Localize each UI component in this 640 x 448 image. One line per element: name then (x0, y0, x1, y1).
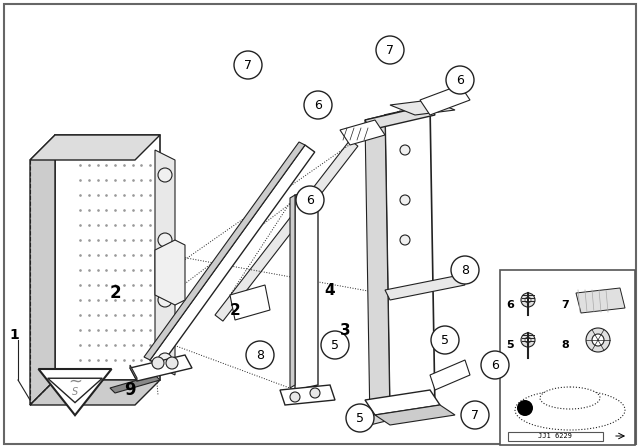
Text: 8: 8 (561, 340, 569, 350)
Text: 6: 6 (456, 73, 464, 86)
Polygon shape (385, 275, 465, 300)
Polygon shape (576, 288, 625, 313)
Circle shape (517, 400, 533, 416)
Polygon shape (295, 190, 318, 390)
Circle shape (166, 357, 178, 369)
Polygon shape (110, 375, 160, 393)
Circle shape (346, 404, 374, 432)
Text: 6: 6 (314, 99, 322, 112)
Circle shape (431, 326, 459, 354)
Circle shape (152, 357, 164, 369)
Polygon shape (38, 369, 111, 415)
Polygon shape (385, 105, 435, 420)
Ellipse shape (515, 390, 625, 430)
Text: 8: 8 (461, 263, 469, 276)
Circle shape (461, 401, 489, 429)
Text: 6: 6 (306, 194, 314, 207)
Circle shape (234, 51, 262, 79)
Polygon shape (340, 120, 385, 145)
Text: 2: 2 (230, 302, 241, 318)
Polygon shape (230, 285, 270, 320)
Bar (500, 270, 635, 445)
Text: 4: 4 (324, 283, 335, 297)
Polygon shape (420, 85, 470, 115)
Polygon shape (30, 380, 160, 405)
Text: 5: 5 (356, 412, 364, 425)
Polygon shape (155, 150, 175, 375)
Circle shape (400, 145, 410, 155)
Polygon shape (55, 135, 160, 380)
Text: 2: 2 (109, 284, 121, 302)
Circle shape (158, 353, 172, 367)
Text: JJ1 6229: JJ1 6229 (538, 433, 572, 439)
Polygon shape (130, 355, 192, 381)
Text: 8: 8 (256, 349, 264, 362)
Polygon shape (130, 365, 137, 381)
Circle shape (246, 341, 274, 369)
Circle shape (158, 233, 172, 247)
Circle shape (446, 66, 474, 94)
Circle shape (310, 388, 320, 398)
Polygon shape (280, 385, 335, 405)
Circle shape (158, 293, 172, 307)
Text: 9: 9 (124, 381, 136, 399)
Ellipse shape (540, 387, 600, 409)
Polygon shape (375, 405, 455, 425)
Circle shape (451, 256, 479, 284)
Polygon shape (48, 378, 102, 403)
Circle shape (525, 337, 531, 343)
Text: 1: 1 (9, 328, 19, 342)
Text: 5: 5 (441, 333, 449, 346)
Text: 7: 7 (471, 409, 479, 422)
Text: 7: 7 (386, 43, 394, 56)
Polygon shape (215, 140, 358, 321)
Circle shape (525, 297, 531, 303)
Circle shape (521, 333, 535, 347)
Circle shape (521, 293, 535, 307)
Text: 6: 6 (491, 358, 499, 371)
Polygon shape (365, 105, 435, 130)
Polygon shape (150, 145, 315, 367)
Polygon shape (390, 100, 455, 115)
Text: 5: 5 (506, 340, 514, 350)
Circle shape (376, 36, 404, 64)
Text: 7: 7 (244, 59, 252, 72)
Polygon shape (430, 360, 470, 390)
Polygon shape (155, 240, 185, 305)
Circle shape (400, 235, 410, 245)
Text: 6: 6 (506, 300, 514, 310)
Polygon shape (144, 142, 305, 360)
Text: 7: 7 (561, 300, 569, 310)
Text: 3: 3 (340, 323, 350, 337)
Polygon shape (290, 195, 295, 388)
Polygon shape (30, 135, 55, 405)
Polygon shape (30, 135, 160, 160)
Circle shape (400, 195, 410, 205)
Text: 5: 5 (331, 339, 339, 352)
Text: S: S (72, 387, 78, 397)
Polygon shape (365, 390, 440, 415)
Circle shape (158, 168, 172, 182)
Circle shape (296, 186, 324, 214)
Circle shape (304, 91, 332, 119)
Circle shape (321, 331, 349, 359)
Text: ~: ~ (68, 373, 82, 391)
Bar (508, 432, 603, 441)
Circle shape (290, 392, 300, 402)
Circle shape (481, 351, 509, 379)
Circle shape (586, 328, 610, 352)
Circle shape (592, 334, 604, 346)
Polygon shape (365, 115, 390, 425)
